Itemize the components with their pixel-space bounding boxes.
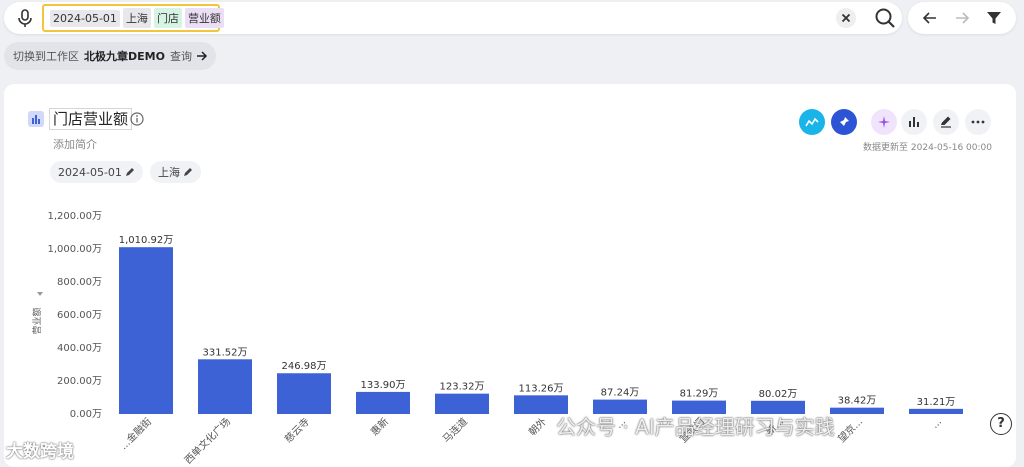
- y-tick-label: 1,200.00万: [47, 211, 102, 222]
- bar: [277, 373, 331, 414]
- pin-button[interactable]: [831, 109, 857, 135]
- trend-line-icon: [805, 117, 819, 127]
- workspace-action: 查询: [169, 50, 192, 63]
- x-tick-label: 西单文化广场: [182, 415, 234, 467]
- insight-button[interactable]: [799, 109, 825, 135]
- data-label: 38.42万: [838, 396, 877, 407]
- microphone-icon[interactable]: [14, 8, 36, 28]
- data-label: 331.52万: [203, 347, 248, 358]
- search-input[interactable]: 2024-05-01 上海 门店 营业额: [42, 4, 224, 32]
- data-label: 123.32万: [440, 382, 485, 393]
- y-tick-label: 400.00万: [57, 343, 102, 354]
- sparkle-icon: [878, 116, 890, 128]
- info-icon[interactable]: [130, 112, 144, 126]
- x-tick-label: 朝外: [526, 416, 549, 439]
- chart-card: 门店营业额 添加简介 2024-05-01 上海: [4, 84, 1016, 467]
- x-tick-label: 惠新: [368, 415, 391, 438]
- edit-icon: [184, 168, 192, 176]
- card-title[interactable]: 门店营业额: [49, 108, 133, 130]
- y-tick-label: 0.00万: [70, 409, 102, 420]
- data-label: 80.02万: [759, 389, 798, 400]
- arrow-right-icon: [196, 51, 208, 61]
- bar: [672, 400, 726, 414]
- location-token[interactable]: 上海: [122, 8, 151, 28]
- data-label: 81.29万: [680, 389, 719, 400]
- bar: [909, 408, 963, 414]
- date-filter-label: 2024-05-01: [58, 165, 122, 179]
- search-bar: 2024-05-01 上海 门店 营业额: [4, 2, 902, 34]
- bar: [356, 391, 410, 414]
- location-filter-chip[interactable]: 上海: [150, 161, 201, 183]
- bar: [593, 399, 647, 414]
- y-tick-label: 600.00万: [57, 310, 102, 321]
- y-axis-label: 营业额: [31, 307, 43, 334]
- data-update-time: 数据更新至 2024-05-16 00:00: [863, 143, 992, 153]
- ai-magic-button[interactable]: [871, 109, 897, 135]
- help-button[interactable]: ?: [990, 413, 1012, 435]
- x-tick-label: 马连道: [440, 415, 470, 445]
- data-label: 1,010.92万: [119, 235, 174, 246]
- more-button[interactable]: [965, 109, 991, 135]
- data-label: 246.98万: [282, 361, 327, 372]
- edit-icon: [125, 168, 134, 176]
- add-description-link[interactable]: 添加简介: [53, 138, 97, 151]
- bar: [198, 359, 252, 414]
- x-tick-label: 慈云寺: [282, 415, 312, 445]
- data-label: 31.21万: [917, 397, 956, 408]
- x-tick-label: 望京...: [835, 415, 865, 445]
- edit-button[interactable]: [933, 109, 959, 135]
- bar: [830, 407, 884, 414]
- workspace-switch-button[interactable]: 切换到工作区 北极九章DEMO 查询: [4, 42, 216, 70]
- bar-chart-icon: [909, 117, 919, 127]
- date-token[interactable]: 2024-05-01: [50, 9, 120, 27]
- chart-type-button[interactable]: [901, 109, 927, 135]
- x-tick-label: ...金融街: [117, 415, 154, 452]
- bar: [514, 395, 568, 414]
- edit-icon: [941, 116, 951, 128]
- y-tick-label: 1,000.00万: [47, 244, 102, 255]
- clear-icon[interactable]: [836, 8, 856, 28]
- data-label: 133.90万: [361, 380, 406, 391]
- pin-icon: [840, 117, 849, 126]
- metric-token[interactable]: 营业额: [184, 8, 224, 28]
- location-filter-label: 上海: [158, 166, 180, 179]
- data-label: 113.26万: [519, 383, 564, 394]
- forward-arrow-icon[interactable]: [954, 10, 970, 26]
- search-icon[interactable]: [874, 7, 896, 29]
- date-filter-chip[interactable]: 2024-05-01: [50, 161, 143, 183]
- y-tick-label: 800.00万: [57, 277, 102, 288]
- workspace-name: 北极九章DEMO: [84, 50, 165, 63]
- bar: [435, 393, 489, 414]
- filter-icon[interactable]: [986, 10, 1002, 26]
- data-label: 87.24万: [601, 388, 640, 399]
- bar-chart-icon: [28, 111, 44, 127]
- x-tick-label: ...: [930, 416, 945, 431]
- watermark-left: 大数跨境: [6, 442, 74, 462]
- navigation-bar: [908, 2, 1016, 34]
- watermark-right: 公众号 · AI产品经理研习与实践: [556, 415, 835, 439]
- sort-arrow-icon: [37, 292, 43, 296]
- bar-chart: 0.00万 200.00万 400.00万 600.00万 800.00万 1,000.0…: [31, 211, 963, 467]
- bar: [119, 247, 173, 414]
- y-tick-label: 200.00万: [57, 376, 102, 387]
- workspace-prefix: 切换到工作区: [13, 50, 79, 63]
- bar: [751, 400, 805, 414]
- more-dots-icon: [971, 120, 985, 124]
- back-arrow-icon[interactable]: [922, 10, 938, 26]
- dimension-token[interactable]: 门店: [153, 8, 182, 28]
